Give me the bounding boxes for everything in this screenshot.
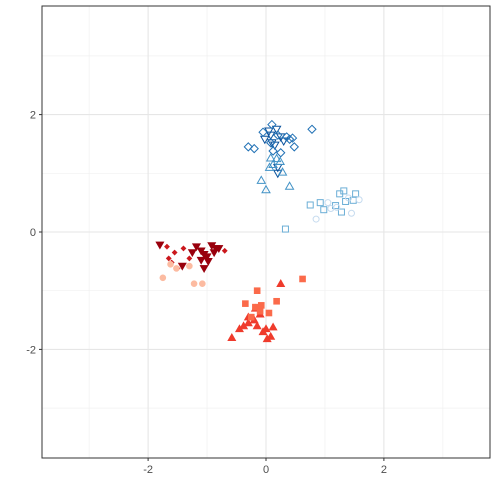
point-square [253,287,261,295]
point-triangle-down [155,241,165,250]
grid-lines [42,6,490,458]
point-triangle-down [187,249,197,258]
point-circle [347,209,355,217]
point-triangle-down [214,245,224,254]
point-triangle-up [271,153,282,163]
point-circle [199,280,206,287]
point-triangle-up [256,175,267,184]
point-diamond [268,146,278,156]
point-diamond [243,142,254,152]
x-tick-label: 2 [381,464,387,476]
point-diamond [266,138,276,148]
point-circle [173,265,180,272]
point-triangle-down [269,141,280,151]
point-square [247,313,255,321]
point-diamond [273,130,283,140]
point-triangle-up [277,167,288,176]
point-diamond-small [171,249,178,256]
point-diamond-small [186,255,193,262]
point-square [320,206,328,214]
point-diamond [289,142,300,152]
point-square [337,208,345,216]
point-circle [159,274,167,282]
point-triangle-up [268,159,278,168]
point-diamond [267,119,277,130]
point-diamond-small [165,255,172,262]
point-square [340,187,348,195]
point-triangle-up [261,324,271,333]
point-triangle-up [264,162,275,171]
point-triangle-down [265,131,276,141]
point-triangle-up [266,331,276,340]
y-tick-label: 2 [30,110,36,122]
point-triangle-down [203,258,213,266]
point-square [256,307,264,315]
axis-ticks: -2 0 2 -2 0 2 [26,110,387,476]
point-square [257,302,265,309]
point-circle [345,194,353,202]
point-diamond [287,133,298,143]
point-circle [186,262,193,270]
point-diamond-small [164,243,170,250]
point-triangle-up [261,184,271,194]
point-triangle-down [191,243,201,252]
point-square [281,225,289,233]
point-triangle-up [284,181,295,190]
data-points [155,119,363,343]
x-tick-label: -2 [143,464,153,476]
point-circle [333,203,341,211]
point-circle [355,196,363,204]
point-triangle-up [252,321,262,330]
point-diamond [276,148,286,158]
point-circle [190,280,198,287]
point-square [316,199,324,207]
point-circle [324,199,332,207]
point-diamond [249,143,259,154]
point-diamond [258,127,268,137]
point-triangle-up [227,333,237,341]
y-tick-label: -2 [26,344,36,356]
point-triangle-down [259,135,270,145]
point-triangle-up [268,322,278,331]
point-triangle-up [265,153,276,162]
x-tick-label: 0 [263,464,269,476]
point-square [242,300,249,307]
point-diamond-small [180,245,187,252]
point-square [273,297,280,305]
point-triangle-down [177,262,187,271]
point-diamond-small [221,247,228,254]
point-square [299,275,306,283]
point-triangle-down [199,265,209,273]
y-tick-label: 0 [30,227,36,239]
point-circle [167,260,174,268]
point-triangle-down [271,125,282,135]
point-square [265,309,273,317]
point-triangle-up [275,156,286,166]
point-triangle-up [276,279,286,287]
point-diamond [284,134,295,144]
point-diamond [307,124,317,134]
point-square [306,201,314,209]
point-triangle-down [207,242,217,251]
point-triangle-down [196,256,206,265]
point-circle [312,215,320,223]
